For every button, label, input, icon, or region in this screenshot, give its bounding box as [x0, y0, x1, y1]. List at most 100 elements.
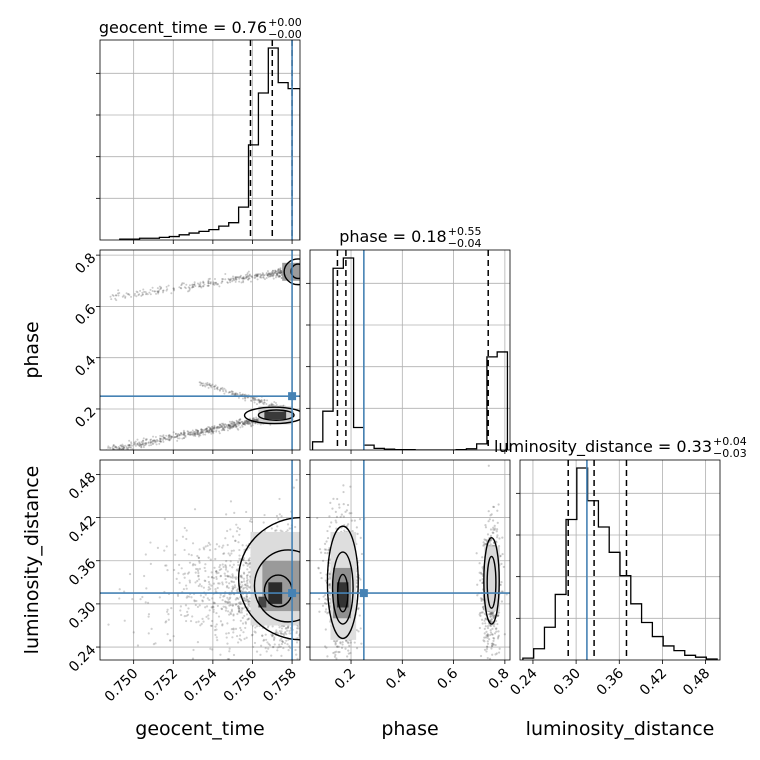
scatter-point	[229, 560, 232, 563]
scatter-point	[228, 427, 231, 430]
scatter-point	[213, 385, 216, 388]
scatter-point	[200, 382, 203, 385]
scatter-point	[212, 601, 215, 604]
scatter-point	[328, 572, 331, 575]
scatter-point	[295, 630, 298, 633]
scatter-point	[336, 689, 338, 691]
scatter-point	[178, 581, 181, 584]
scatter-point	[207, 586, 210, 589]
scatter-point	[154, 441, 157, 444]
scatter-point	[210, 428, 213, 431]
scatter-point	[196, 605, 200, 609]
scatter-point	[360, 552, 364, 556]
scatter-point	[234, 423, 237, 426]
scatter-point	[141, 443, 144, 446]
scatter-point	[116, 292, 119, 295]
scatter-point	[261, 634, 264, 637]
scatter-point	[270, 404, 273, 407]
scatter-point	[243, 420, 246, 423]
scatter-point	[168, 434, 171, 437]
scatter-point	[271, 269, 274, 272]
scatter-point	[485, 630, 488, 633]
scatter-point	[187, 433, 190, 436]
scatter-point	[190, 596, 193, 599]
scatter-point	[220, 282, 223, 285]
scatter-point	[210, 571, 213, 574]
scatter-point	[232, 422, 235, 425]
scatter-point	[159, 439, 162, 442]
scatter-point	[130, 442, 133, 445]
scatter-point	[174, 553, 177, 556]
scatter-point	[130, 441, 133, 444]
scatter-point	[236, 526, 239, 529]
scatter-point	[230, 628, 233, 631]
scatter-point	[186, 572, 190, 575]
scatter-point	[156, 290, 159, 293]
scatter-point	[227, 391, 230, 394]
scatter-point	[493, 614, 496, 617]
scatter-point	[136, 442, 139, 445]
scatter-point	[279, 269, 282, 272]
scatter-point	[244, 423, 247, 426]
scatter-point	[135, 290, 138, 293]
scatter-point	[271, 403, 274, 406]
scatter-point	[187, 433, 190, 436]
scatter-point	[325, 646, 328, 649]
scatter-point	[259, 274, 262, 277]
scatter-point	[225, 586, 229, 589]
scatter-point	[230, 549, 233, 552]
scatter-point	[253, 418, 256, 421]
scatter-point	[240, 607, 244, 610]
scatter-point	[204, 385, 207, 388]
scatter-point	[262, 276, 265, 279]
scatter-point	[234, 423, 237, 426]
scatter-point	[356, 532, 359, 535]
scatter-point	[219, 424, 222, 427]
scatter-point	[195, 567, 198, 571]
scatter-point	[202, 431, 205, 434]
scatter-point	[217, 582, 220, 585]
scatter-point	[150, 441, 153, 444]
scatter-point	[150, 438, 153, 441]
scatter-point	[263, 399, 266, 402]
scatter-point	[166, 438, 169, 441]
scatter-point	[178, 286, 181, 289]
scatter-point	[196, 641, 200, 644]
scatter-point	[167, 435, 170, 438]
scatter-point	[129, 444, 132, 447]
scatter-point	[197, 556, 201, 559]
scatter-point	[239, 274, 242, 277]
scatter-point	[238, 606, 241, 609]
scatter-point	[336, 645, 339, 648]
scatter-point	[258, 399, 261, 402]
scatter-point	[228, 427, 231, 430]
scatter-point	[153, 439, 156, 442]
scatter-point	[182, 282, 185, 285]
scatter-point	[193, 283, 196, 286]
scatter-point	[234, 424, 237, 427]
grid-layer	[100, 40, 720, 660]
scatter-point	[177, 432, 180, 435]
scatter-point	[267, 642, 270, 646]
scatter-point	[238, 608, 241, 611]
scatter-point	[272, 273, 275, 276]
scatter-point	[282, 646, 285, 650]
scatter-point	[153, 440, 156, 443]
scatter-point	[242, 590, 245, 593]
scatter-point	[218, 423, 221, 426]
scatter-point	[282, 404, 285, 407]
scatter-point	[246, 421, 249, 424]
scatter-point	[204, 433, 207, 436]
scatter-point	[328, 525, 331, 528]
scatter-point	[247, 600, 250, 603]
scatter-point	[192, 285, 195, 288]
scatter-point	[491, 653, 494, 656]
scatter-point	[490, 611, 493, 615]
scatter-point	[344, 647, 347, 650]
scatter-point	[498, 647, 501, 650]
scatter-point	[316, 516, 319, 520]
scatter-point	[217, 571, 220, 574]
scatter-point	[276, 269, 279, 272]
scatter-point	[188, 579, 191, 582]
scatter-point	[487, 665, 489, 667]
